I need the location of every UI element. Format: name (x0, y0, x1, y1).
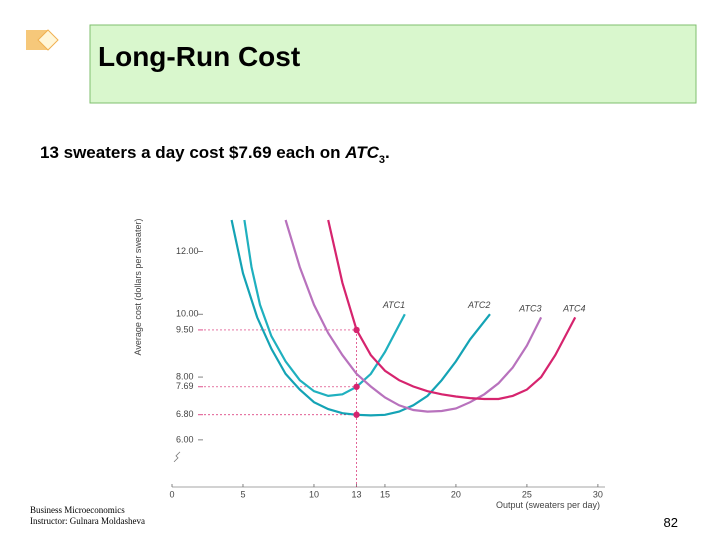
page-number: 82 (664, 515, 678, 530)
x-tick-label: 25 (522, 489, 532, 499)
series-label-text: ATC3 (518, 303, 541, 313)
x-tick-label: 30 (593, 489, 603, 499)
subtitle-text: . (385, 143, 390, 162)
footer: Business Microeconomics (30, 505, 125, 515)
series-label-text: ATC4 (562, 303, 585, 313)
highlight-point (353, 326, 360, 334)
subtitle: 13 sweaters a day cost $7.69 each on ATC… (40, 143, 390, 166)
x-tick-label: 5 (240, 489, 245, 499)
x-tick-label: 15 (380, 489, 390, 499)
y-tick-label: 9.50 (176, 324, 194, 334)
y-tick-label: 6.80 (176, 409, 194, 419)
y-axis-label: Average cost (dollars per sweater) (133, 219, 143, 356)
series-label: ATC3 (518, 303, 541, 313)
highlight-point (353, 383, 360, 390)
x-tick-label: 0 (169, 489, 174, 499)
subtitle-text: 3 (379, 154, 385, 166)
series-label-text: ATC1 (382, 300, 405, 310)
x-tick-label: 13 (352, 489, 362, 499)
x-tick-label: 10 (309, 489, 319, 499)
curve (284, 219, 543, 413)
subtitle-text: 13 sweaters a day cost $7.69 each on (40, 143, 345, 162)
subtitle-text: ATC (344, 143, 379, 162)
y-tick-label: 12.00 (176, 246, 199, 256)
x-tick-label: 20 (451, 489, 461, 499)
curve (243, 219, 406, 398)
series-label: ATC4 (562, 303, 585, 313)
chart-title: Long-Run Cost (98, 41, 300, 72)
y-tick-label: 7.69 (176, 381, 194, 391)
series-label-text: ATC2 (467, 300, 490, 310)
curve (327, 219, 577, 401)
y-tick-label: 8.00 (176, 371, 194, 381)
slide-icon-diamond (37, 29, 59, 51)
x-axis-label: Output (sweaters per day) (496, 500, 600, 510)
series-label: ATC2 (467, 300, 490, 310)
y-tick-label: 6.00 (176, 434, 194, 444)
footer: Instructor: Gulnara Moldasheva (30, 516, 145, 526)
title-box (89, 24, 697, 104)
y-tick-label: 10.00 (176, 309, 199, 319)
highlight-point (353, 411, 360, 418)
axis-break (173, 451, 181, 463)
series-label: ATC1 (382, 300, 405, 310)
